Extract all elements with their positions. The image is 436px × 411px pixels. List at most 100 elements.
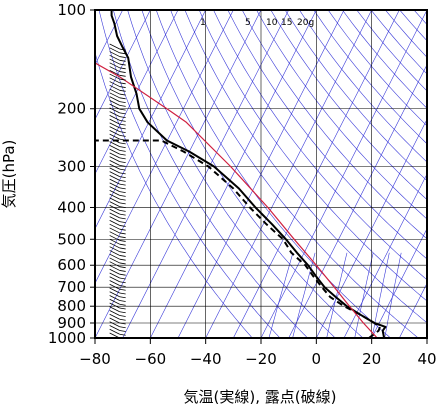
dewpoint-line <box>95 139 381 338</box>
wind-barb-shaft <box>119 119 126 122</box>
wind-barb <box>109 54 126 62</box>
dry-adiabat-line <box>399 10 427 42</box>
wind-barb-flag <box>109 287 120 294</box>
wind-barb-flag <box>109 88 120 95</box>
wind-barb-flag <box>109 291 120 298</box>
wind-barb <box>109 265 126 272</box>
y-tick-label: 500 <box>57 230 86 248</box>
wind-barb <box>109 280 126 287</box>
wind-barb-shaft <box>119 63 126 66</box>
wind-barb <box>109 250 126 257</box>
isotherm-line <box>95 10 206 230</box>
dry-adiabat-line <box>256 10 427 220</box>
wind-barb-flag <box>109 141 120 147</box>
wind-barb <box>109 114 126 122</box>
dry-adiabat-line <box>385 10 427 58</box>
wind-barb-shaft <box>119 93 126 96</box>
wind-barb-flag <box>109 107 120 114</box>
wind-barb-shaft <box>119 300 126 302</box>
grid-lines <box>95 10 427 338</box>
wind-barb-shaft <box>119 296 126 299</box>
wind-barb-shaft <box>119 191 126 194</box>
dry-adiabat-line <box>198 10 427 302</box>
wind-barb-flag <box>109 160 120 166</box>
wind-barb-shaft <box>119 183 126 186</box>
wind-barb-shaft <box>119 311 126 314</box>
isotherm-line <box>426 337 427 338</box>
mixing-ratio-label: 15 <box>281 18 292 28</box>
wind-barb-flag <box>109 96 120 102</box>
wind-barb <box>109 51 126 58</box>
wind-barb-shaft <box>119 273 126 276</box>
wind-barb <box>109 175 126 182</box>
wind-barb-flag <box>109 84 120 91</box>
wind-barb <box>109 272 126 280</box>
x-tick-label: 0 <box>312 350 322 368</box>
wind-barb-shaft <box>119 315 126 317</box>
mixing-ratio-label: 5 <box>245 18 251 28</box>
wind-barb <box>109 62 126 70</box>
wind-barb <box>109 160 126 167</box>
dry-adiabat-line <box>299 10 427 163</box>
wind-barb <box>109 73 126 81</box>
dry-adiabat-line <box>141 10 364 338</box>
mixing-ratio-labels: 1 5 10 15 20g <box>200 18 314 28</box>
wind-barb-shaft <box>119 82 126 85</box>
isotherm-line <box>205 10 372 338</box>
y-axis-title: 気圧(hPa) <box>0 140 18 209</box>
y-tick-label: 200 <box>57 100 86 118</box>
y-tick-label: 1000 <box>48 329 86 347</box>
wind-barb-flag <box>109 118 120 125</box>
wind-barb-shaft <box>119 157 126 160</box>
dry-adiabat-line <box>284 10 427 182</box>
wind-barb <box>109 81 126 88</box>
dry-adiabat-line <box>213 10 427 281</box>
wind-barb-shaft <box>119 146 126 149</box>
wind-barb <box>109 317 126 325</box>
wind-barb-flag <box>109 216 120 223</box>
y-tick-label: 400 <box>57 198 86 216</box>
wind-barb-flag <box>109 163 120 170</box>
wind-barb-flag <box>109 152 120 159</box>
wind-barb <box>109 208 126 216</box>
wind-barb <box>109 145 126 152</box>
wind-barb <box>109 227 126 235</box>
wind-barb-flag <box>109 268 120 275</box>
wind-barb-shaft <box>119 78 126 81</box>
wind-barb <box>109 212 126 220</box>
y-tick-label: 700 <box>57 278 86 296</box>
wind-barb-shaft <box>119 206 126 209</box>
wind-barb-flag <box>109 325 120 331</box>
wind-barb-flag <box>109 190 120 196</box>
wind-barb-flag <box>109 238 120 245</box>
wind-barb-shaft <box>119 236 126 239</box>
wind-barb <box>109 96 126 103</box>
wind-barb-flag <box>109 58 120 65</box>
isotherm-line <box>316 118 427 338</box>
mixing-ratio-line <box>354 252 374 338</box>
wind-barb-flag <box>109 145 120 151</box>
wind-barb-flag <box>109 197 120 204</box>
mixing-ratio-line <box>292 252 316 338</box>
wind-barb-shaft <box>119 71 126 73</box>
wind-barb <box>109 302 126 310</box>
wind-barb-flag <box>109 122 120 129</box>
wind-barb-flag <box>109 186 120 193</box>
wind-barb-flag <box>109 295 120 301</box>
dry-adiabat-line <box>113 10 308 338</box>
wind-barb-flag <box>109 99 120 106</box>
wind-barb <box>109 291 126 299</box>
wind-barb-flag <box>109 265 120 271</box>
wind-barb-shaft <box>119 322 126 325</box>
wind-barb-shaft <box>119 89 126 92</box>
wind-barb-shaft <box>119 168 126 171</box>
wind-barb-shaft <box>119 198 126 201</box>
x-tick-label: −40 <box>190 350 222 368</box>
wind-barb <box>109 223 126 231</box>
wind-barbs <box>109 43 126 338</box>
wind-barb <box>109 69 126 77</box>
wind-barb-flag <box>109 148 120 155</box>
wind-barb-flag <box>109 220 120 226</box>
wind-barb-shaft <box>119 187 126 190</box>
wind-barb <box>109 137 126 145</box>
